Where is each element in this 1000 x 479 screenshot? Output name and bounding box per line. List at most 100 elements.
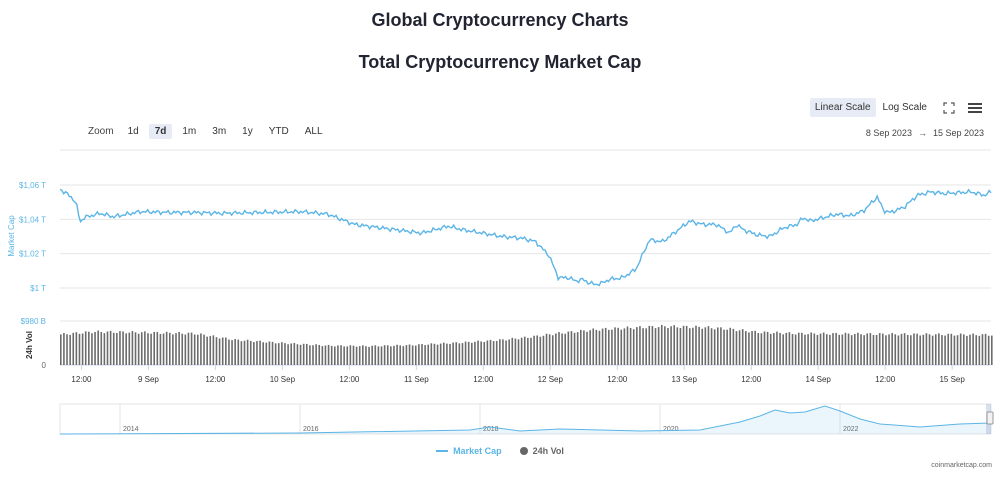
volume-bar — [231, 340, 233, 365]
volume-bar — [760, 333, 763, 365]
expand-icon[interactable] — [940, 99, 958, 117]
volume-bar — [648, 325, 651, 365]
volume-bar — [408, 344, 411, 365]
volume-bar — [309, 345, 311, 365]
volume-bar — [592, 328, 595, 365]
volume-bar — [969, 334, 971, 365]
zoom-3m-button[interactable]: 3m — [212, 126, 227, 137]
volume-bar — [499, 339, 501, 365]
volume-bar — [355, 346, 358, 365]
volume-bar — [682, 325, 685, 365]
volume-bar — [134, 332, 137, 365]
volume-bar — [396, 344, 398, 365]
volume-bar — [897, 335, 900, 365]
volume-bar — [315, 344, 317, 365]
volume-bar — [402, 346, 405, 365]
volume-bar — [542, 335, 545, 365]
volume-bar — [769, 333, 772, 365]
volume-bar — [296, 344, 299, 365]
volume-bar — [611, 329, 613, 365]
linear-scale-button[interactable]: Linear Scale — [809, 98, 876, 117]
volume-bar — [816, 334, 819, 365]
volume-bar — [140, 332, 143, 365]
volume-bar — [153, 331, 156, 365]
volume-bar — [614, 327, 616, 365]
volume-bar — [119, 331, 121, 365]
zoom-1d-button[interactable]: 1d — [127, 126, 139, 137]
volume-bar — [221, 337, 224, 365]
zoom-1y-button[interactable]: 1y — [242, 126, 253, 137]
volume-bar — [589, 330, 591, 365]
volume-bar — [97, 330, 99, 365]
volume-bar — [953, 335, 956, 365]
volume-bar — [891, 332, 893, 365]
volume-bar — [676, 327, 679, 365]
zoom-bar: Zoom 1d 7d 1m 3m 1y YTD ALL — [88, 124, 333, 139]
volume-bar — [555, 333, 557, 365]
x-tick-label: 12:00 — [607, 375, 628, 384]
volume-bar — [673, 325, 676, 365]
legend-item-volume[interactable]: 24h Vol — [519, 446, 564, 456]
volume-bar — [745, 331, 747, 365]
volume-bar — [321, 346, 324, 365]
volume-bar — [377, 346, 380, 365]
volume-bar — [69, 334, 71, 365]
volume-bar — [748, 332, 750, 365]
volume-bar — [629, 327, 632, 365]
volume-bar — [598, 330, 601, 365]
volume-bar — [523, 336, 526, 365]
navigator[interactable]: 2014 2016 2018 2020 2022 — [59, 403, 994, 435]
y-tick-label: $1,06 T — [19, 181, 46, 190]
volume-bar — [72, 332, 75, 365]
volume-bar — [190, 332, 193, 365]
volume-bar — [910, 335, 912, 365]
volume-bar — [810, 332, 813, 365]
volume-bar — [78, 333, 81, 365]
x-tick-label: 12:00 — [339, 375, 360, 384]
volume-bar — [667, 328, 669, 365]
zoom-7d-button[interactable]: 7d — [148, 124, 173, 139]
volume-bar — [122, 331, 124, 365]
volume-bar — [150, 333, 152, 365]
zoom-all-button[interactable]: ALL — [304, 126, 323, 137]
volume-bar — [442, 342, 445, 365]
x-tick-label: 10 Sep — [270, 375, 296, 384]
volume-bar — [754, 330, 756, 365]
navigator-handle[interactable] — [986, 411, 994, 425]
market-cap-line — [59, 188, 992, 287]
volume-bar — [679, 328, 682, 365]
volume-bar — [368, 346, 370, 365]
volume-bar — [657, 327, 660, 365]
hamburger-menu-icon[interactable] — [966, 99, 984, 117]
volume-bar — [492, 341, 495, 365]
volume-bar — [439, 343, 442, 365]
volume-bar — [853, 334, 856, 365]
volume-bar — [84, 331, 87, 365]
volume-bar — [181, 333, 184, 365]
volume-bar — [452, 342, 454, 365]
volume-bar — [692, 327, 694, 365]
volume-bar — [305, 343, 308, 365]
volume-bar — [193, 334, 196, 365]
volume-bar — [218, 338, 221, 365]
y-tick-label: $980 B — [21, 317, 46, 326]
volume-bar — [390, 346, 392, 365]
volume-bar — [878, 333, 881, 365]
volume-bar — [249, 340, 252, 365]
volume-bar — [358, 346, 361, 365]
log-scale-button[interactable]: Log Scale — [882, 102, 927, 113]
volume-bar — [797, 332, 800, 365]
volume-bar — [112, 332, 115, 365]
legend-item-market-cap[interactable]: Market Cap — [436, 446, 502, 456]
zoom-label: Zoom — [88, 126, 114, 137]
volume-bar — [88, 331, 90, 365]
volume-bar — [147, 333, 149, 365]
zoom-ytd-button[interactable]: YTD — [268, 126, 289, 137]
volume-bar — [829, 334, 831, 365]
volume-bar — [561, 333, 563, 365]
volume-bar — [813, 333, 816, 365]
volume-bar — [601, 328, 604, 365]
zoom-1m-button[interactable]: 1m — [182, 126, 197, 137]
volume-bar — [109, 330, 112, 365]
navigator-tick-label: 2016 — [303, 426, 319, 433]
